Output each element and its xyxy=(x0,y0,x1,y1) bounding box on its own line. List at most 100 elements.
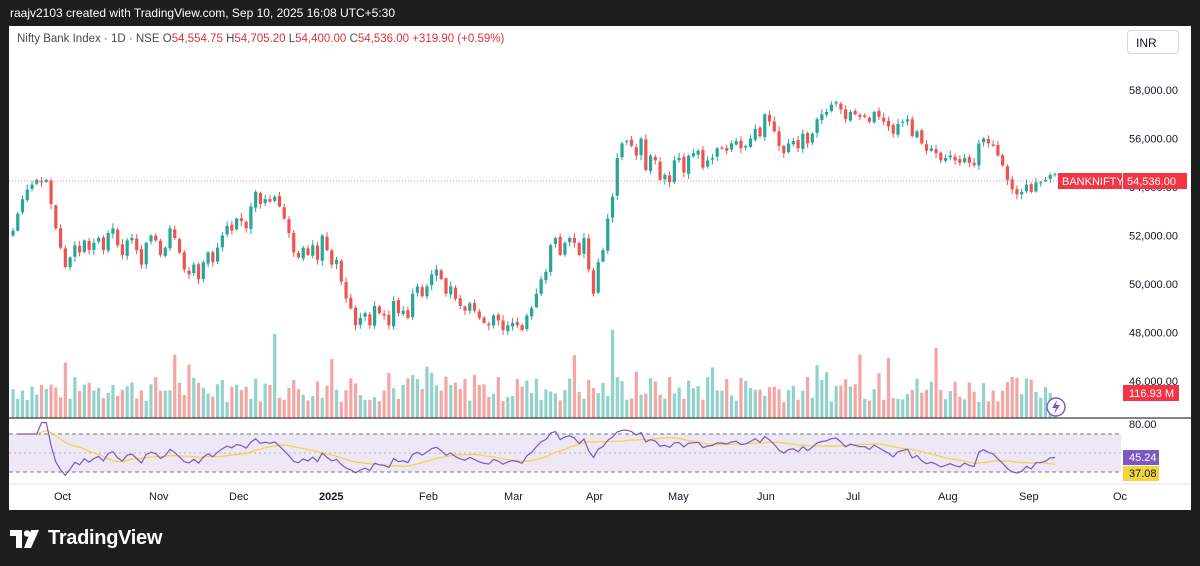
volume-bar xyxy=(967,382,971,418)
candle-body xyxy=(791,141,795,145)
candle-body xyxy=(939,152,943,161)
volume-bar xyxy=(801,390,805,418)
candle-body xyxy=(230,224,234,231)
volume-bar xyxy=(25,399,29,418)
candle-body xyxy=(187,270,191,275)
candle-body xyxy=(958,159,962,163)
y-tick-label: 52,000.00 xyxy=(1129,231,1178,243)
volume-bar xyxy=(625,399,629,418)
x-tick-label: Apr xyxy=(586,491,603,503)
volume-bar xyxy=(558,400,562,418)
volume-bar xyxy=(225,401,229,418)
volume-bar xyxy=(163,390,167,418)
candle-body xyxy=(211,252,215,263)
volume-bar xyxy=(877,373,881,418)
candle-body xyxy=(577,243,581,255)
volume-bar xyxy=(582,398,586,418)
volume-bar xyxy=(254,378,258,418)
candle-body xyxy=(530,308,534,317)
volume-bar xyxy=(572,355,577,418)
volume-bar xyxy=(477,384,481,418)
candle-body xyxy=(92,242,96,250)
lightning-icon[interactable] xyxy=(1046,397,1066,417)
volume-bar xyxy=(815,365,819,418)
volume-bar xyxy=(834,385,838,418)
candle-body xyxy=(501,320,505,331)
price-chart[interactable]: 58,000.0056,000.0054,000.0052,000.0050,0… xyxy=(9,26,1191,510)
volume-bar xyxy=(653,381,657,418)
volume-bar xyxy=(282,399,286,418)
volume-bar xyxy=(934,347,938,418)
candle-body xyxy=(468,303,472,311)
volume-bar xyxy=(168,390,172,418)
volume-bar xyxy=(311,396,315,418)
volume-bar xyxy=(701,399,705,418)
volume-bar xyxy=(744,380,748,418)
tradingview-logo[interactable]: TradingView xyxy=(10,527,162,550)
volume-bar xyxy=(444,376,448,418)
volume-bar xyxy=(491,393,496,418)
volume-bar xyxy=(810,397,814,418)
candle-body xyxy=(967,157,971,163)
candle-body xyxy=(277,195,282,207)
chart-panel[interactable]: 58,000.0056,000.0054,000.0052,000.0050,0… xyxy=(9,26,1191,510)
high-value: 54,705.20 xyxy=(234,33,286,45)
candle-body xyxy=(858,114,862,117)
candle-body xyxy=(825,111,829,115)
candle-body xyxy=(258,192,263,205)
volume-bar xyxy=(610,329,615,418)
candle-body xyxy=(520,325,524,331)
currency-button[interactable]: INR xyxy=(1127,30,1179,54)
volume-bar xyxy=(258,401,263,418)
candle-body xyxy=(706,160,710,167)
candle-body xyxy=(929,148,933,151)
volume-layer xyxy=(11,329,1057,418)
volume-bar xyxy=(273,333,277,418)
candle-body xyxy=(434,269,439,276)
volume-bar xyxy=(306,400,310,418)
volume-bar xyxy=(715,390,719,418)
candle-body xyxy=(506,325,510,332)
volume-bar xyxy=(510,395,515,418)
volume-bar xyxy=(687,380,691,418)
candle-body xyxy=(292,232,296,253)
candle-body xyxy=(886,120,891,127)
volume-bar xyxy=(748,387,753,418)
candle-body xyxy=(544,271,548,281)
candle-body xyxy=(682,156,686,173)
volume-bar xyxy=(277,397,282,418)
volume-bar xyxy=(334,389,339,418)
volume-bar xyxy=(639,394,643,418)
rsi-line xyxy=(17,422,1056,477)
volume-bar xyxy=(839,385,843,418)
candle-body xyxy=(729,143,734,150)
x-tick-label: Jun xyxy=(757,491,775,503)
candle-body xyxy=(720,147,724,149)
volume-bar xyxy=(549,391,553,418)
candle-body xyxy=(339,260,343,282)
candle-body xyxy=(639,138,643,156)
volume-bar xyxy=(791,385,795,418)
volume-bar xyxy=(825,372,829,418)
volume-bar xyxy=(363,399,367,418)
candle-body xyxy=(368,314,372,326)
volume-bar xyxy=(30,386,34,418)
candle-body xyxy=(201,262,205,280)
y-tick-label: 50,000.00 xyxy=(1129,279,1178,291)
volume-bar xyxy=(463,379,467,418)
volume-bar xyxy=(92,390,96,418)
volume-bar xyxy=(734,400,738,418)
volume-bar xyxy=(439,390,443,418)
candle-body xyxy=(30,184,34,189)
candle-body xyxy=(539,279,543,294)
candle-body xyxy=(572,238,577,243)
candle-body xyxy=(991,144,995,146)
volume-bar xyxy=(1029,379,1033,418)
candle-body xyxy=(739,140,743,149)
x-tick-label: 2025 xyxy=(319,491,343,503)
candle-body xyxy=(87,240,91,251)
candle-body xyxy=(463,306,467,311)
volume-bar xyxy=(244,386,248,418)
volume-bar xyxy=(953,381,957,418)
candle-body xyxy=(767,115,772,122)
